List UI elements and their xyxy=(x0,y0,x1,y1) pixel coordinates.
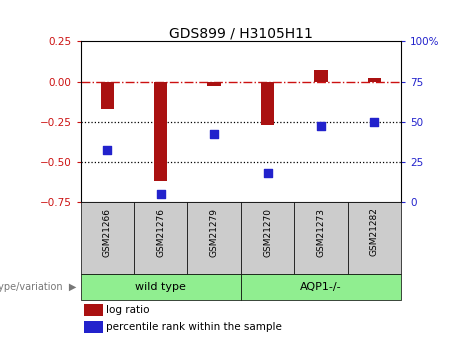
Bar xyxy=(207,81,221,86)
Bar xyxy=(84,321,103,333)
Text: GSM21282: GSM21282 xyxy=(370,208,379,256)
FancyBboxPatch shape xyxy=(188,202,241,274)
Text: wild type: wild type xyxy=(136,282,186,292)
Text: GSM21273: GSM21273 xyxy=(316,208,325,257)
FancyBboxPatch shape xyxy=(81,274,241,300)
Text: percentile rank within the sample: percentile rank within the sample xyxy=(106,322,282,332)
FancyBboxPatch shape xyxy=(134,202,188,274)
FancyBboxPatch shape xyxy=(241,202,294,274)
Point xyxy=(104,148,111,153)
Bar xyxy=(368,78,381,81)
Bar xyxy=(154,81,167,181)
Text: GSM21270: GSM21270 xyxy=(263,208,272,257)
Text: log ratio: log ratio xyxy=(106,305,150,315)
FancyBboxPatch shape xyxy=(294,202,348,274)
Text: GSM21276: GSM21276 xyxy=(156,208,165,257)
Point xyxy=(211,132,218,137)
Text: AQP1-/-: AQP1-/- xyxy=(300,282,342,292)
Point xyxy=(371,119,378,125)
Bar xyxy=(261,81,274,125)
Bar xyxy=(100,81,114,109)
Point xyxy=(157,191,165,197)
FancyBboxPatch shape xyxy=(241,274,401,300)
FancyBboxPatch shape xyxy=(81,202,134,274)
Point xyxy=(317,124,325,129)
Title: GDS899 / H3105H11: GDS899 / H3105H11 xyxy=(169,26,313,40)
FancyBboxPatch shape xyxy=(348,202,401,274)
Text: genotype/variation  ▶: genotype/variation ▶ xyxy=(0,282,76,292)
Text: GSM21266: GSM21266 xyxy=(103,208,112,257)
Bar xyxy=(84,304,103,316)
Bar xyxy=(314,70,328,81)
Point xyxy=(264,170,271,176)
Text: GSM21279: GSM21279 xyxy=(210,208,219,257)
